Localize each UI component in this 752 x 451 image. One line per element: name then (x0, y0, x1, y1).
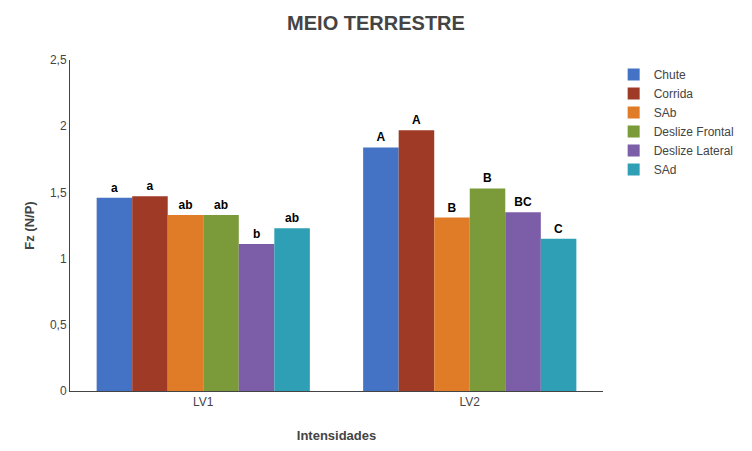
svg-text:Intensidades: Intensidades (297, 428, 376, 443)
svg-text:BC: BC (514, 195, 532, 209)
svg-text:Fz (N/P): Fz (N/P) (22, 201, 37, 249)
svg-text:0: 0 (60, 384, 67, 398)
svg-text:B: B (447, 201, 456, 215)
svg-text:LV1: LV1 (193, 395, 214, 409)
svg-text:ab: ab (214, 198, 228, 212)
svg-text:A: A (376, 130, 385, 144)
svg-text:LV2: LV2 (460, 395, 481, 409)
svg-text:ab: ab (178, 198, 192, 212)
svg-text:SAd: SAd (654, 163, 677, 177)
svg-text:A: A (412, 113, 421, 127)
svg-text:ab: ab (285, 211, 299, 225)
svg-text:1,5: 1,5 (50, 186, 67, 200)
svg-text:a: a (146, 179, 153, 193)
svg-text:0,5: 0,5 (50, 318, 67, 332)
svg-text:1: 1 (60, 252, 67, 266)
svg-text:Deslize Lateral: Deslize Lateral (654, 144, 733, 158)
svg-text:b: b (253, 227, 260, 241)
svg-text:Corrida: Corrida (654, 87, 694, 101)
svg-text:2: 2 (60, 119, 67, 133)
svg-text:a: a (111, 181, 118, 195)
svg-text:MEIO TERRESTRE: MEIO TERRESTRE (287, 12, 465, 34)
svg-text:SAb: SAb (654, 106, 677, 120)
svg-text:B: B (483, 171, 492, 185)
svg-text:C: C (554, 222, 563, 236)
svg-text:2,5: 2,5 (50, 53, 67, 67)
svg-text:Chute: Chute (654, 68, 686, 82)
svg-text:Deslize Frontal: Deslize Frontal (654, 125, 734, 139)
